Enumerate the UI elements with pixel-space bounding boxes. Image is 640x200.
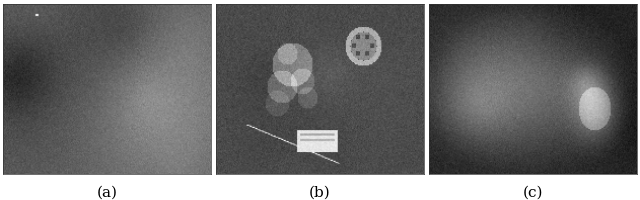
Text: (c): (c) xyxy=(523,186,543,200)
Text: (a): (a) xyxy=(97,186,118,200)
Text: (b): (b) xyxy=(309,186,331,200)
